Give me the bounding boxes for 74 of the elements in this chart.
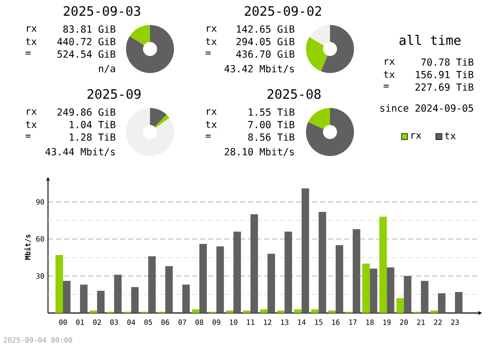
bar (455, 292, 462, 313)
bar (63, 280, 70, 313)
text: 227.69 TiB (416, 83, 474, 91)
text: 440.72 GiB (57, 38, 116, 46)
bar (56, 255, 63, 313)
bar (250, 214, 258, 313)
bar (260, 309, 268, 313)
bar (199, 244, 207, 313)
bar (336, 245, 344, 313)
text: tx (384, 71, 395, 78)
bar (311, 309, 319, 313)
text: tx (26, 38, 37, 45)
bar (362, 264, 370, 313)
text: 1.04 TiB (70, 120, 116, 128)
text: rx (206, 26, 217, 32)
legend-label: tx (444, 132, 456, 140)
bar (131, 287, 139, 313)
text: 1.28 TiB (70, 133, 116, 141)
text: 524.54 GiB (57, 50, 116, 58)
text: 156.91 TiB (416, 70, 474, 78)
text: 43.44 Mbit/s (45, 148, 115, 156)
bar (192, 309, 200, 313)
chart-title: 2025-09-03 (64, 6, 140, 16)
bar (396, 298, 404, 313)
text: tx (26, 121, 37, 128)
bar (233, 232, 241, 313)
text: = (384, 84, 389, 88)
bar (352, 229, 360, 313)
bar (148, 256, 156, 313)
chart-title: 2025-08 (268, 89, 321, 99)
text: = (26, 52, 31, 55)
bar (216, 246, 224, 313)
bar (182, 284, 190, 313)
bar (114, 274, 122, 313)
bar (370, 268, 378, 313)
text: 1.55 TiB (248, 108, 294, 116)
text: 294.05 GiB (236, 38, 294, 46)
text: 142.65 GiB (236, 25, 294, 33)
bar (386, 267, 394, 313)
text: 43.42 Mbit/s (224, 64, 294, 74)
legend-label: rx (412, 133, 422, 139)
bar (420, 280, 428, 313)
bar (379, 216, 387, 313)
text: rx (26, 26, 37, 32)
bar (97, 290, 105, 313)
text: all time (400, 34, 461, 46)
bar (80, 284, 88, 313)
text: 436.70 GiB (236, 50, 294, 58)
chart-title: 2025-09-02 (244, 6, 322, 16)
text: tx (206, 38, 217, 45)
text: rx (206, 109, 217, 115)
text: tx (206, 121, 217, 128)
bar (284, 232, 292, 313)
text: = (206, 134, 211, 138)
text: 249.86 GiB (58, 108, 116, 116)
text: 83.81 GiB (63, 25, 116, 33)
text: = (26, 134, 31, 138)
bar (318, 212, 326, 313)
text: since 2024-09-05 (380, 104, 474, 112)
text: 8.56 TiB (248, 133, 294, 141)
text: 70.78 TiB (421, 58, 474, 66)
text: 28.10 Mbit/s (224, 148, 294, 156)
bar (302, 188, 310, 313)
text: rx (26, 109, 37, 115)
text: rx (384, 59, 395, 65)
text: = (206, 52, 211, 55)
text: 7.00 TiB (248, 120, 294, 128)
bar (404, 276, 412, 313)
bar (268, 254, 276, 313)
bar (438, 293, 446, 313)
bar (165, 266, 173, 313)
text: n/a (99, 64, 115, 74)
chart-title: 2025-09 (88, 89, 141, 99)
bar (294, 309, 302, 313)
